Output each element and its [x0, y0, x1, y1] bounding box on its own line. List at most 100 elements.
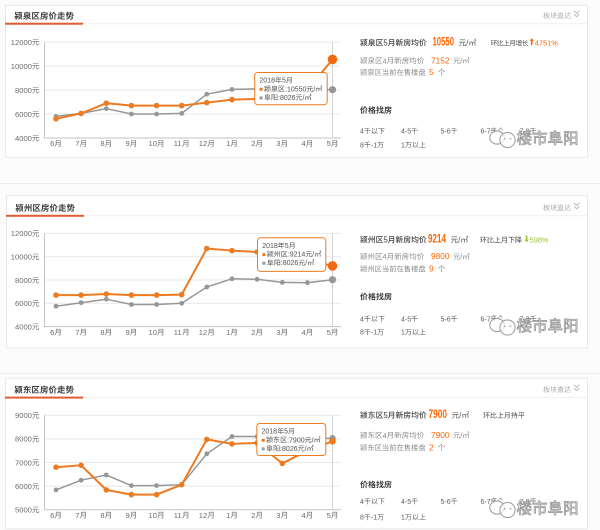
svg-text:/: /: [312, 252, 314, 259]
svg-text:1: 1: [401, 330, 405, 337]
svg-text:2: 2: [251, 511, 255, 520]
svg-text:4: 4: [302, 328, 306, 337]
svg-text:/: /: [460, 252, 463, 261]
svg-text:6000: 6000: [15, 299, 32, 308]
svg-text:6-7: 6-7: [481, 316, 491, 323]
svg-text:9: 9: [429, 264, 434, 274]
svg-text:11: 11: [174, 139, 182, 148]
svg-text:/: /: [458, 236, 461, 245]
svg-text:5000: 5000: [15, 506, 32, 515]
svg-text:/: /: [313, 86, 315, 93]
svg-text:/: /: [305, 260, 307, 267]
svg-text:5: 5: [383, 236, 388, 245]
svg-text:9000: 9000: [15, 411, 32, 420]
svg-text:4-5: 4-5: [401, 129, 411, 136]
svg-text:12: 12: [199, 511, 207, 520]
svg-text::8026: :8026: [280, 446, 298, 453]
svg-text:5-6: 5-6: [441, 499, 451, 506]
svg-text:9: 9: [126, 511, 130, 520]
svg-text:/: /: [460, 431, 463, 440]
svg-text:/: /: [305, 446, 307, 453]
svg-text:9214: 9214: [428, 234, 446, 246]
svg-text:8: 8: [100, 139, 104, 148]
svg-text:8: 8: [360, 515, 364, 522]
svg-text:5: 5: [284, 429, 288, 436]
svg-text:-1: -1: [371, 330, 377, 337]
svg-text:5: 5: [285, 243, 289, 250]
svg-text:4-5: 4-5: [401, 316, 411, 323]
svg-text:7152: 7152: [431, 55, 450, 65]
svg-text:1: 1: [226, 328, 230, 337]
svg-text:4: 4: [302, 511, 306, 520]
svg-text:6000: 6000: [15, 482, 32, 491]
svg-text:4: 4: [383, 252, 387, 261]
svg-text:3: 3: [276, 511, 280, 520]
svg-text:1: 1: [401, 142, 405, 149]
svg-text:/: /: [303, 95, 305, 102]
svg-text:10: 10: [149, 511, 157, 520]
svg-text:12: 12: [199, 139, 207, 148]
svg-text:4: 4: [360, 499, 364, 506]
svg-text::7900: :7900: [287, 437, 305, 444]
svg-text:5: 5: [383, 39, 388, 48]
svg-text:10000: 10000: [11, 253, 32, 262]
svg-text:4: 4: [302, 139, 306, 148]
svg-text:8000: 8000: [15, 86, 32, 95]
svg-text:5: 5: [327, 511, 331, 520]
svg-text:10: 10: [149, 139, 157, 148]
svg-text:2018: 2018: [259, 78, 275, 85]
svg-text:7000: 7000: [15, 458, 32, 467]
svg-text:6-7: 6-7: [481, 499, 491, 506]
svg-text:598%: 598%: [530, 236, 549, 245]
svg-text:5-6: 5-6: [441, 316, 451, 323]
svg-text:10550: 10550: [433, 37, 455, 49]
svg-text:8: 8: [100, 511, 104, 520]
svg-text::8026: :8026: [278, 95, 296, 102]
svg-text:7900: 7900: [429, 409, 448, 421]
svg-text:-1: -1: [371, 515, 377, 522]
svg-text:-1: -1: [371, 142, 377, 149]
svg-text:2018: 2018: [262, 429, 278, 436]
svg-text:11: 11: [174, 328, 182, 337]
svg-text:5: 5: [327, 139, 331, 148]
svg-text:12: 12: [199, 328, 207, 337]
svg-text:6000: 6000: [15, 110, 32, 119]
svg-text:4: 4: [383, 56, 387, 65]
svg-text:8000: 8000: [15, 276, 32, 285]
svg-text:4: 4: [360, 129, 364, 136]
svg-text:4-5: 4-5: [401, 499, 411, 506]
svg-text:9800: 9800: [431, 251, 450, 261]
svg-text:5-6: 5-6: [441, 129, 451, 136]
svg-text:4751%: 4751%: [535, 39, 558, 48]
svg-text:2: 2: [429, 442, 434, 452]
svg-text:12000: 12000: [11, 229, 32, 238]
svg-text:1: 1: [226, 511, 230, 520]
svg-text:/: /: [460, 56, 463, 65]
svg-text:1: 1: [226, 139, 230, 148]
svg-text:2: 2: [251, 328, 255, 337]
svg-text:8000: 8000: [15, 435, 32, 444]
svg-text:/: /: [312, 437, 314, 444]
svg-text:3: 3: [276, 328, 280, 337]
svg-text:5: 5: [429, 67, 434, 77]
svg-text::10550: :10550: [285, 86, 307, 93]
svg-text:7: 7: [75, 511, 79, 520]
svg-text:3: 3: [276, 139, 280, 148]
svg-text:8: 8: [100, 328, 104, 337]
svg-text:4000: 4000: [15, 134, 32, 143]
svg-text:7: 7: [75, 328, 79, 337]
svg-text:8: 8: [360, 330, 364, 337]
svg-text:4: 4: [360, 316, 364, 323]
svg-text:5: 5: [282, 78, 286, 85]
svg-text::8026: :8026: [281, 260, 299, 267]
svg-text:/: /: [466, 39, 469, 48]
svg-text:6-7: 6-7: [481, 129, 491, 136]
svg-text:9: 9: [126, 328, 130, 337]
svg-text:/: /: [459, 411, 462, 420]
svg-text:10000: 10000: [11, 62, 32, 71]
svg-text::9214: :9214: [288, 252, 306, 259]
svg-text:1: 1: [401, 515, 405, 522]
svg-text:4: 4: [383, 431, 387, 440]
svg-text:5: 5: [327, 328, 331, 337]
svg-text:10: 10: [149, 328, 157, 337]
